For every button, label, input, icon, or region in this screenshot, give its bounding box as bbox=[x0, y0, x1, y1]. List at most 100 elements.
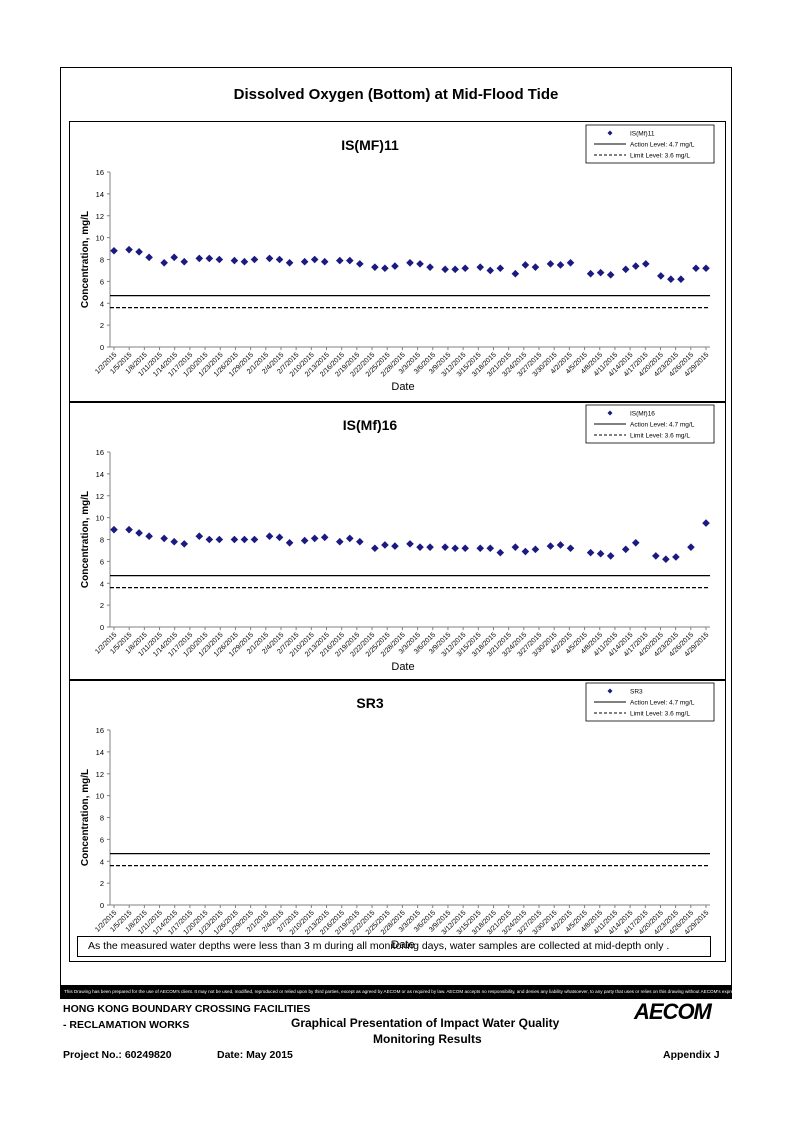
data-point-marker bbox=[641, 260, 650, 268]
data-point-marker bbox=[406, 258, 414, 267]
y-tick-label: 0 bbox=[100, 901, 104, 910]
data-point-marker bbox=[546, 542, 555, 550]
data-point-marker bbox=[125, 245, 133, 254]
disclaimer-banner: This Drawing has been prepared for the u… bbox=[60, 985, 732, 999]
legend-entry: IS(Mf)11 bbox=[630, 131, 655, 138]
y-tick-label: 14 bbox=[96, 190, 104, 199]
data-point-marker bbox=[672, 553, 680, 561]
data-point-marker bbox=[230, 535, 239, 544]
data-point-marker bbox=[240, 535, 249, 544]
y-tick-label: 16 bbox=[96, 448, 104, 457]
data-point-marker bbox=[606, 271, 615, 279]
y-tick-label: 4 bbox=[100, 299, 104, 308]
data-point-marker bbox=[345, 534, 354, 543]
x-axis-title: Date bbox=[391, 661, 414, 673]
y-tick-label: 12 bbox=[96, 770, 104, 779]
data-point-marker bbox=[531, 545, 540, 554]
data-point-marker bbox=[250, 535, 259, 544]
data-point-marker bbox=[205, 254, 214, 263]
y-axis-title: Concentration, mg/L bbox=[80, 491, 91, 588]
legend-entry: Action Level: 4.7 mg/L bbox=[630, 700, 695, 707]
data-point-marker bbox=[451, 544, 459, 553]
data-point-marker bbox=[275, 533, 284, 542]
drawing-title-line1: Graphical Presentation of Impact Water Q… bbox=[291, 1016, 560, 1030]
data-point-marker bbox=[476, 544, 485, 553]
data-point-marker bbox=[596, 549, 605, 558]
data-point-marker bbox=[511, 543, 520, 551]
data-point-marker bbox=[476, 263, 485, 271]
data-point-marker bbox=[195, 254, 204, 263]
legend-entry: SR3 bbox=[630, 689, 643, 696]
y-axis-title: Concentration, mg/L bbox=[80, 769, 91, 866]
issue-date: Date: May 2015 bbox=[217, 1049, 293, 1061]
y-tick-label: 12 bbox=[96, 492, 104, 501]
data-point-marker bbox=[320, 533, 329, 542]
data-point-marker bbox=[521, 261, 530, 269]
data-point-marker bbox=[300, 536, 309, 545]
data-point-marker bbox=[335, 256, 344, 265]
legend-entry: Limit Level: 3.6 mg/L bbox=[630, 153, 690, 160]
data-point-marker bbox=[335, 537, 344, 546]
x-axis-title: Date bbox=[391, 381, 414, 393]
data-point-marker bbox=[250, 255, 259, 264]
data-point-marker bbox=[521, 547, 530, 556]
data-point-marker bbox=[621, 545, 630, 554]
y-tick-label: 10 bbox=[96, 792, 104, 801]
data-point-marker bbox=[265, 532, 274, 541]
sampling-note: As the measured water depths were less t… bbox=[77, 936, 711, 957]
chart-is-mf11: IS(MF)11 0 2 4 6 8 10 12 14 16 Concentration, mg/L… bbox=[80, 124, 715, 393]
appendix-label: Appendix J bbox=[663, 1049, 720, 1061]
data-point-marker bbox=[145, 253, 153, 262]
legend-entry: Limit Level: 3.6 mg/L bbox=[630, 433, 690, 440]
data-point-marker bbox=[195, 532, 204, 541]
y-tick-label: 6 bbox=[100, 835, 104, 844]
data-point-marker bbox=[310, 534, 319, 543]
data-point-marker bbox=[170, 537, 179, 546]
data-point-marker bbox=[441, 543, 449, 551]
data-point-marker bbox=[631, 538, 640, 547]
data-point-marker bbox=[160, 258, 168, 267]
data-point-marker bbox=[320, 257, 329, 266]
data-point-marker bbox=[170, 253, 179, 262]
data-point-marker bbox=[677, 275, 685, 283]
data-point-marker bbox=[381, 264, 389, 273]
y-tick-label: 4 bbox=[100, 579, 104, 588]
chart-panel-is-mf11: IS(MF)11 0 2 4 6 8 10 12 14 16 Concentration, mg/L… bbox=[69, 121, 726, 403]
data-point-marker bbox=[692, 264, 700, 273]
chart-is-mf16: IS(Mf)16 0 2 4 6 8 10 12 14 16 Concentration, mg/L… bbox=[80, 404, 715, 673]
data-point-marker bbox=[556, 261, 565, 269]
data-point-marker bbox=[586, 269, 595, 278]
drawing-title-line2: Monitoring Results bbox=[373, 1032, 482, 1046]
y-tick-label: 14 bbox=[96, 470, 104, 479]
data-point-marker bbox=[596, 268, 605, 277]
data-point-marker bbox=[285, 258, 294, 267]
data-point-marker bbox=[556, 541, 565, 549]
y-tick-label: 8 bbox=[100, 536, 104, 545]
y-tick-label: 16 bbox=[96, 726, 104, 735]
data-point-marker bbox=[702, 264, 710, 273]
y-tick-label: 2 bbox=[100, 601, 104, 610]
data-point-marker bbox=[230, 256, 239, 265]
data-point-marker bbox=[110, 525, 118, 534]
data-point-marker bbox=[180, 540, 189, 548]
data-point-marker bbox=[441, 265, 449, 274]
data-point-marker bbox=[667, 275, 675, 283]
chart-panel-sr3: SR3 0 2 4 6 8 10 12 14 16 Concentration, mg/L 1/2/2… bbox=[69, 679, 726, 962]
y-tick-label: 0 bbox=[100, 623, 104, 632]
data-point-marker bbox=[345, 256, 354, 265]
y-tick-label: 8 bbox=[100, 256, 104, 265]
data-point-marker bbox=[160, 534, 168, 543]
y-tick-label: 12 bbox=[96, 212, 104, 221]
data-point-marker bbox=[310, 255, 319, 264]
data-point-marker bbox=[531, 263, 540, 271]
data-point-marker bbox=[205, 535, 214, 544]
data-point-marker bbox=[135, 248, 143, 256]
data-point-marker bbox=[275, 255, 284, 264]
data-point-marker bbox=[215, 535, 224, 544]
x-axis-title: Date bbox=[391, 939, 414, 951]
data-point-marker bbox=[416, 260, 424, 268]
data-point-marker bbox=[657, 272, 665, 280]
data-point-marker bbox=[621, 265, 630, 274]
data-point-marker bbox=[687, 543, 695, 551]
